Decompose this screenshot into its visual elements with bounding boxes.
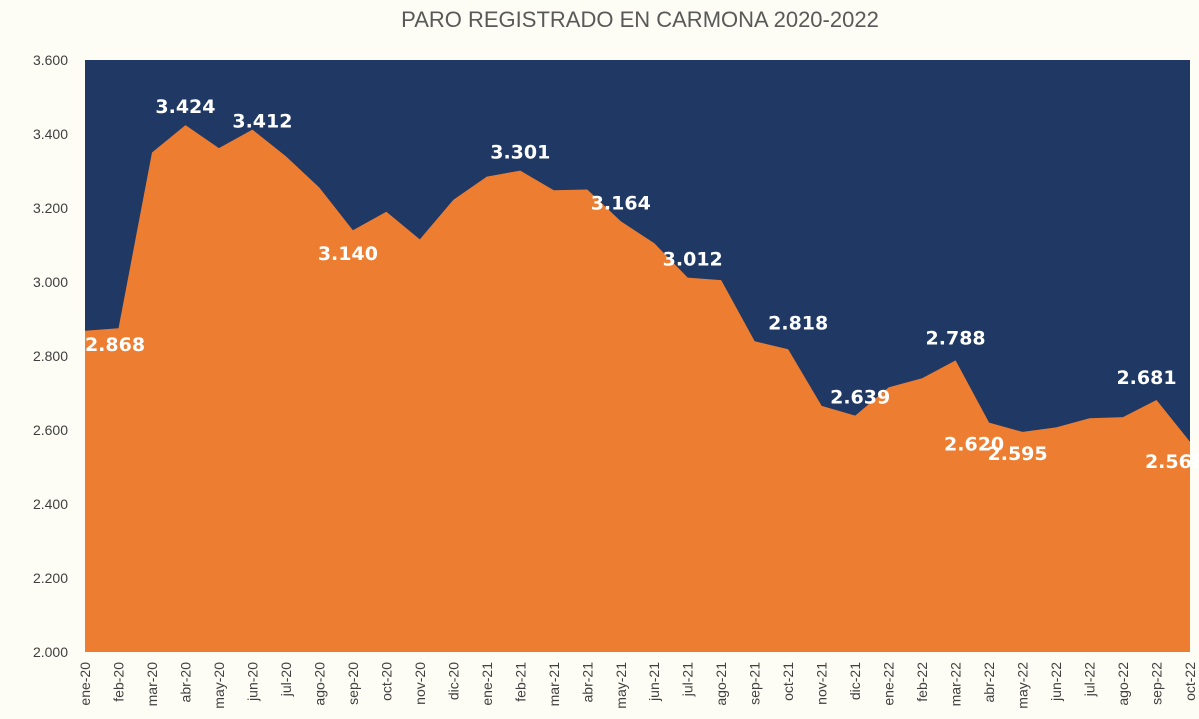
x-tick-label: jun-21	[646, 662, 662, 702]
x-tick-label: may-21	[613, 662, 629, 709]
x-tick-label: jul-20	[278, 662, 294, 697]
data-label: 3.424	[155, 96, 215, 118]
data-label: 3.301	[490, 142, 550, 164]
series-area	[85, 125, 1190, 653]
y-tick-label: 3.000	[33, 274, 68, 290]
x-tick-label: mar-21	[546, 662, 562, 707]
x-tick-label: may-22	[1015, 662, 1031, 709]
x-tick-label: oct-20	[378, 662, 394, 701]
data-label: 2.639	[830, 387, 890, 409]
data-label: 2.681	[1116, 367, 1176, 389]
x-tick-label: abr-20	[177, 662, 193, 703]
y-tick-label: 2.400	[33, 496, 68, 512]
x-tick-label: ene-21	[479, 662, 495, 706]
x-tick-label: ene-20	[77, 662, 93, 706]
x-tick-label: mar-20	[144, 662, 160, 707]
chart-title: PARO REGISTRADO EN CARMONA 2020-2022	[401, 7, 879, 32]
data-label: 2.868	[85, 334, 145, 356]
x-axis-ticks: ene-20 feb-20 mar-20 abr-20 may-20 jun-20 jul-…	[77, 662, 1198, 709]
x-tick-label: abr-22	[981, 662, 997, 703]
data-label: 2.620	[944, 434, 1004, 456]
data-label: 3.412	[232, 111, 292, 133]
x-tick-label: ago-20	[311, 662, 327, 706]
y-tick-label: 2.200	[33, 570, 68, 586]
x-tick-label: jul-21	[680, 662, 696, 697]
data-label: 3.012	[663, 249, 723, 271]
x-tick-label: sep-21	[747, 662, 763, 705]
x-tick-label: feb-21	[512, 662, 528, 702]
x-tick-label: ene-22	[881, 662, 897, 706]
x-tick-label: dic-21	[847, 662, 863, 700]
x-tick-label: oct-21	[780, 662, 796, 701]
data-label: 3.164	[591, 192, 651, 214]
y-tick-label: 3.400	[33, 126, 68, 142]
y-tick-label: 2.800	[33, 348, 68, 364]
x-tick-label: jun-22	[1048, 662, 1064, 702]
x-tick-label: nov-20	[412, 662, 428, 705]
y-tick-label: 2.000	[33, 644, 68, 660]
x-tick-label: jul-22	[1082, 662, 1098, 697]
x-tick-label: feb-20	[110, 662, 126, 702]
x-tick-label: abr-21	[579, 662, 595, 703]
y-axis-ticks: 2.000 2.200 2.400 2.600 2.800 3.000 3.200 3.400…	[33, 52, 68, 660]
x-tick-label: nov-21	[814, 662, 830, 705]
x-tick-label: dic-20	[445, 662, 461, 700]
x-tick-label: oct-22	[1182, 662, 1198, 701]
y-tick-label: 3.600	[33, 52, 68, 68]
x-tick-label: sep-20	[345, 662, 361, 705]
x-tick-label: jun-20	[244, 662, 260, 702]
data-label: 2.818	[768, 312, 828, 334]
x-tick-label: may-20	[211, 662, 227, 709]
y-tick-label: 2.600	[33, 422, 68, 438]
x-tick-label: sep-22	[1149, 662, 1165, 705]
data-label: 3.140	[318, 243, 378, 265]
data-label: 2.788	[926, 327, 986, 349]
x-tick-label: feb-22	[914, 662, 930, 702]
data-label: 2.568	[1145, 451, 1199, 473]
data-labels: 2.868 3.424 3.412 3.140 3.301 3.164 3.012 2.818…	[85, 96, 1199, 473]
data-label: 2.595	[988, 443, 1048, 465]
y-tick-label: 3.200	[33, 200, 68, 216]
x-tick-label: mar-22	[948, 662, 964, 707]
x-tick-label: ago-22	[1115, 662, 1131, 706]
x-tick-label: ago-21	[713, 662, 729, 706]
